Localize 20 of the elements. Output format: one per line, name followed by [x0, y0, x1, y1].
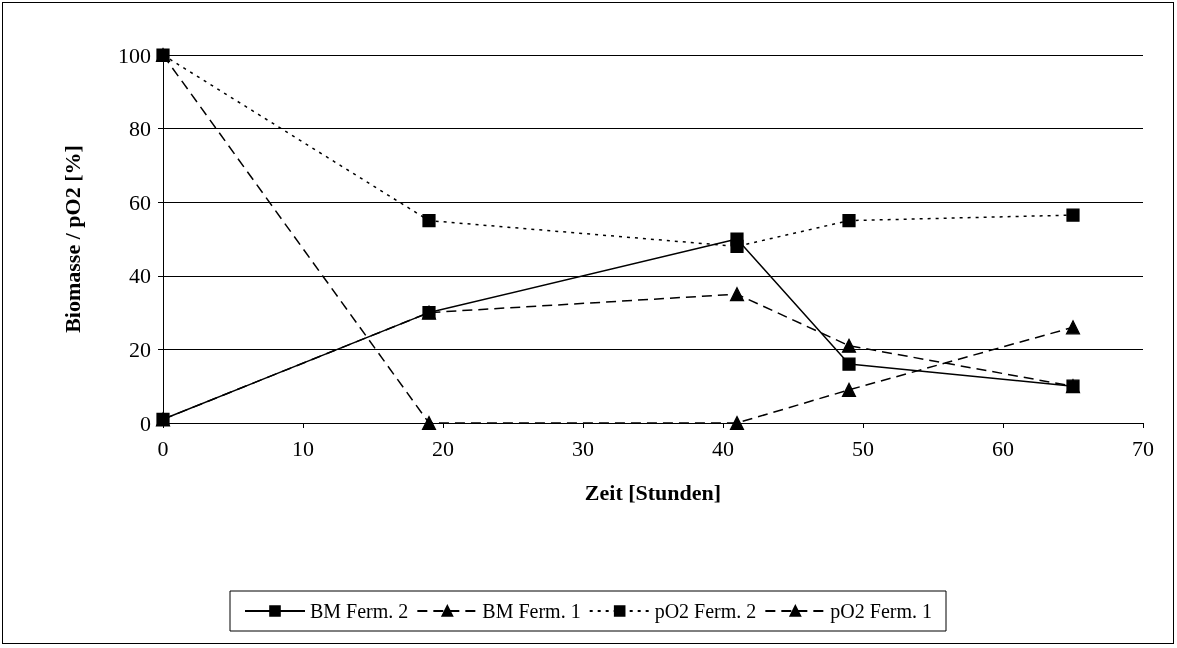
legend-label: pO2 Ferm. 1: [830, 600, 933, 623]
y-tick-label: 0: [140, 410, 151, 436]
x-tick-label: 40: [712, 435, 734, 461]
legend-label: pO2 Ferm. 2: [654, 600, 757, 623]
x-tick-label: 0: [157, 435, 169, 461]
legend-label: BM Ferm. 2: [310, 600, 409, 622]
x-axis-title: Zeit [Stunden]: [584, 479, 722, 505]
x-tick-label: 60: [992, 435, 1014, 461]
x-tick-label: 30: [572, 435, 594, 461]
y-tick-label: 100: [118, 42, 151, 68]
x-tick-label: 50: [852, 435, 874, 461]
legend-label: BM Ferm. 1: [482, 600, 581, 622]
y-tick-label: 80: [129, 116, 151, 142]
x-tick-label: 70: [1132, 435, 1154, 461]
y-axis-title: Biomasse / pO2 [%]: [59, 145, 85, 333]
y-tick-label: 60: [129, 189, 151, 215]
y-tick-label: 40: [129, 263, 151, 289]
x-tick-label: 20: [432, 435, 454, 461]
x-tick-label: 10: [292, 435, 314, 461]
y-tick-label: 20: [129, 336, 151, 362]
